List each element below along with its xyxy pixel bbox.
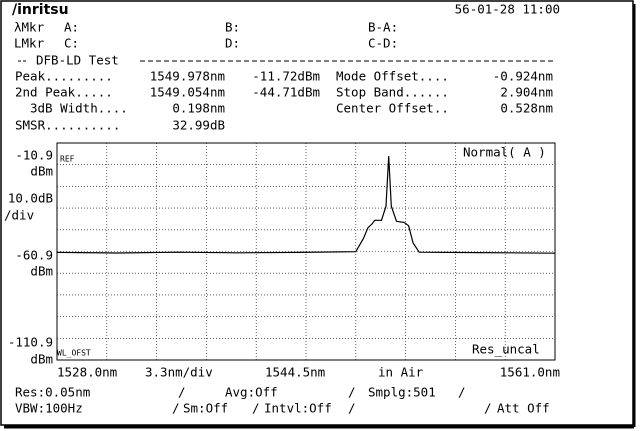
row-label: Stop Band...... bbox=[336, 85, 449, 100]
texts: /inritsu 56-01-28 11:00 λMkr A: B: B-A: LMkr C:… bbox=[4, 2, 560, 416]
marker-label: B-A: bbox=[368, 20, 398, 35]
row-label: SMSR.......... bbox=[15, 118, 120, 133]
test-title: DFB-LD Test bbox=[36, 53, 119, 68]
level-unit: dBm bbox=[30, 264, 53, 279]
spectrum-trace bbox=[56, 156, 556, 254]
setting: Smplg:501 bbox=[368, 385, 436, 400]
status: Res_uncal bbox=[472, 342, 540, 357]
axis-label: in Air bbox=[378, 365, 424, 380]
setting: Intvl:Off bbox=[264, 401, 332, 416]
level-unit: dBm bbox=[30, 352, 53, 367]
brand: /inritsu bbox=[12, 2, 69, 18]
separator-slash: / bbox=[252, 401, 260, 416]
marker-label: LMkr bbox=[14, 36, 45, 51]
scale-label: 10.0dB bbox=[8, 191, 53, 206]
row-value: -11.72dBm bbox=[252, 69, 320, 84]
scale-unit: /div bbox=[4, 208, 34, 223]
row-value: 2.904nm bbox=[500, 85, 553, 100]
marker-label: D: bbox=[225, 36, 240, 51]
screen-frame bbox=[0, 0, 634, 426]
row-value: 0.528nm bbox=[500, 101, 553, 116]
level-label: -110.9 bbox=[8, 335, 53, 350]
trace-mode: Normal( A ) bbox=[463, 145, 546, 160]
row-value: 32.99dB bbox=[172, 118, 225, 133]
separator-slash: / bbox=[348, 385, 356, 400]
axis-label: 1528.0nm bbox=[57, 365, 117, 380]
row-value: -44.71dBm bbox=[252, 85, 320, 100]
setting: Att Off bbox=[497, 401, 550, 416]
row-label: Center Offset.. bbox=[336, 101, 449, 116]
datetime: 56-01-28 11:00 bbox=[455, 2, 560, 17]
marker-label: λMkr bbox=[14, 20, 45, 35]
level-label: -60.9 bbox=[15, 248, 53, 263]
row-value: 1549.978nm bbox=[150, 69, 225, 84]
offset-tag: WL_OFST bbox=[57, 349, 91, 358]
axis-label: 3.3nm/div bbox=[145, 365, 213, 380]
grid bbox=[57, 143, 555, 360]
axis-label: 1561.0nm bbox=[500, 365, 560, 380]
marker-label: C: bbox=[64, 36, 79, 51]
setting: VBW:100Hz bbox=[15, 401, 83, 416]
level-unit: dBm bbox=[30, 164, 53, 179]
row-label: Mode Offset.... bbox=[336, 69, 449, 84]
marker-label: A: bbox=[64, 20, 79, 35]
separator-slash: / bbox=[348, 401, 356, 416]
setting: Avg:Off bbox=[225, 385, 278, 400]
row-value: -0.924nm bbox=[493, 69, 553, 84]
setting: Sm:Off bbox=[183, 401, 228, 416]
separator-slash: / bbox=[484, 401, 492, 416]
level-label: -10.9 bbox=[15, 148, 53, 163]
setting: Res:0.05nm bbox=[15, 385, 90, 400]
row-label: 2nd Peak..... bbox=[15, 85, 113, 100]
marker-label: B: bbox=[225, 20, 240, 35]
row-value: 0.198nm bbox=[172, 101, 225, 116]
row-label: Peak......... bbox=[15, 69, 113, 84]
separator-slash: / bbox=[178, 385, 186, 400]
separator-slash: / bbox=[458, 385, 466, 400]
row-value: 1549.054nm bbox=[150, 85, 225, 100]
ref-tag: REF bbox=[60, 155, 75, 164]
row-label: 3dB Width.... bbox=[30, 101, 128, 116]
separator-slash: / bbox=[172, 401, 180, 416]
marker-label: C-D: bbox=[368, 36, 398, 51]
axis-label: 1544.5nm bbox=[265, 365, 325, 380]
